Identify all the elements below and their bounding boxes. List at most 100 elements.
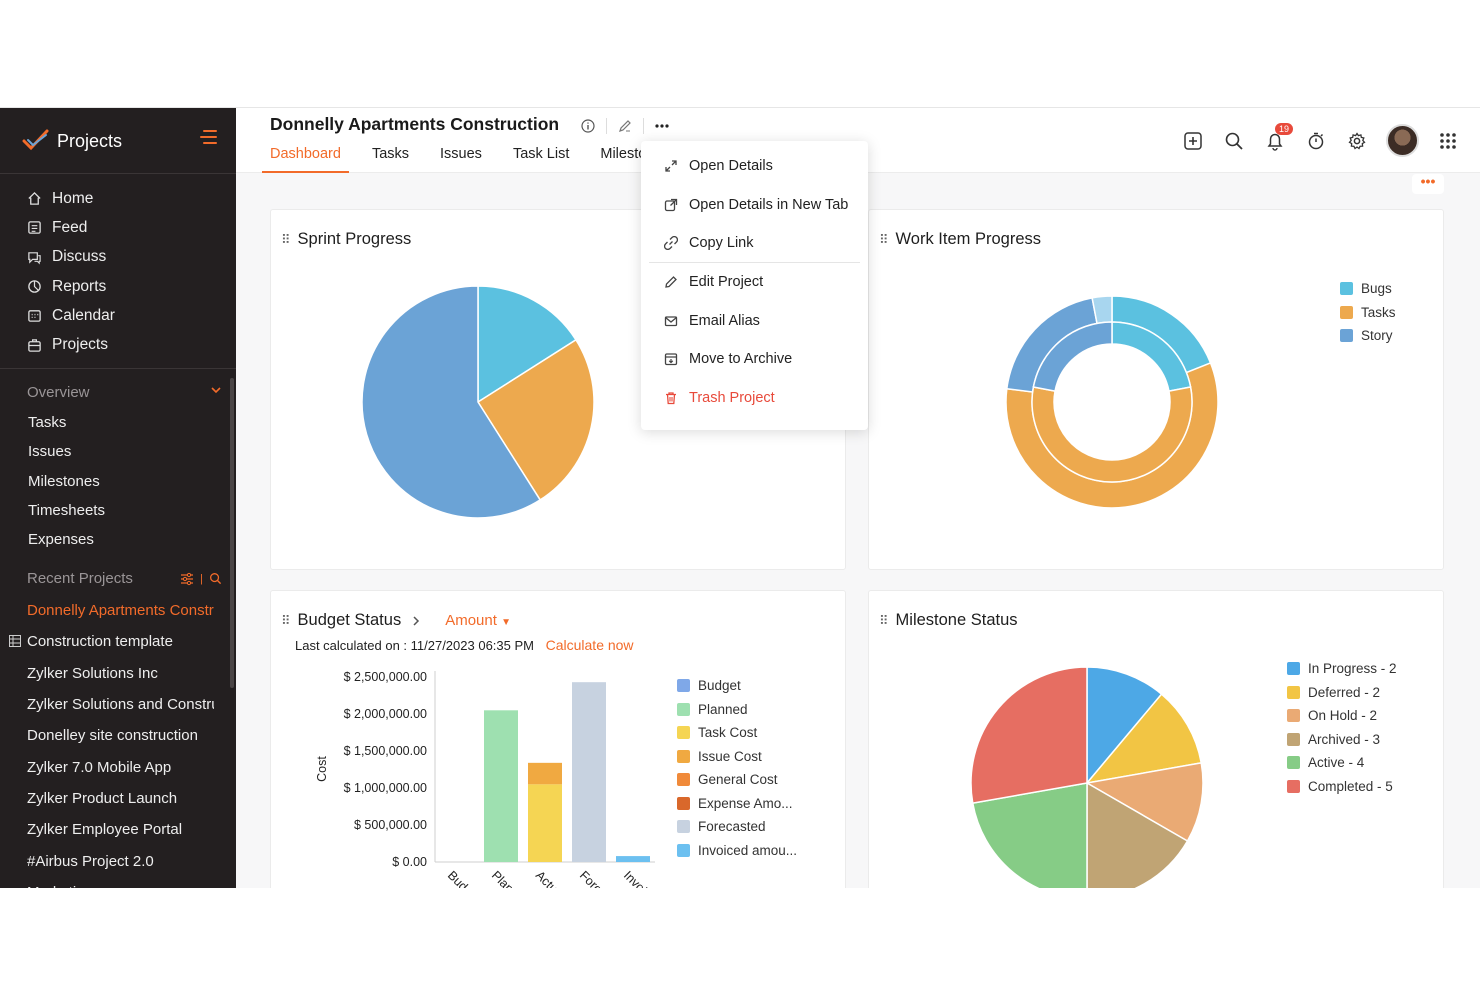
y-tick-label: $ 2,000,000.00 — [344, 707, 427, 721]
recent-project-item[interactable]: Construction template — [0, 626, 214, 657]
legend-label: Completed - 5 — [1308, 778, 1393, 794]
amount-dropdown[interactable]: Amount ▼ — [445, 612, 511, 629]
menu-item-open-details[interactable]: Open Details — [641, 147, 868, 185]
legend-item[interactable]: On Hold - 2 — [1287, 704, 1397, 728]
legend-label: Invoiced amou... — [698, 842, 798, 858]
bar[interactable] — [528, 784, 562, 862]
sidebar-item-discuss[interactable]: Discuss — [0, 243, 236, 272]
menu-item-edit-project[interactable]: Edit Project — [641, 263, 868, 301]
legend-item[interactable]: Planned — [677, 698, 797, 722]
legend-item[interactable]: In Progress - 2 — [1287, 657, 1397, 681]
overview-item-issues[interactable]: Issues — [28, 443, 72, 461]
drag-handle-icon[interactable]: ⠿ — [879, 612, 888, 628]
bar[interactable] — [616, 856, 650, 862]
sidebar-item-calendar[interactable]: Calendar — [0, 301, 236, 330]
donut-segment[interactable] — [1031, 386, 1193, 483]
pie-slice[interactable] — [971, 782, 1088, 888]
pie-slice[interactable] — [1086, 666, 1163, 786]
mail-icon — [663, 314, 679, 328]
legend-item[interactable]: Active - 4 — [1287, 751, 1397, 775]
search-icon[interactable] — [209, 572, 222, 585]
pie-slice[interactable] — [1084, 761, 1204, 843]
overview-header[interactable]: Overview — [27, 384, 222, 401]
sidebar-item-home[interactable]: Home — [0, 184, 236, 213]
legend-item[interactable]: Bugs — [1340, 277, 1396, 301]
notification-bell-icon[interactable]: 19 — [1263, 122, 1294, 153]
last-calculated-text: Last calculated on : 11/27/2023 06:35 PM — [295, 638, 534, 653]
calculate-now-link[interactable]: Calculate now — [545, 637, 634, 653]
drag-handle-icon[interactable]: ⠿ — [281, 612, 290, 628]
more-options-icon[interactable] — [652, 116, 672, 136]
header-actions: 19 — [1181, 122, 1460, 157]
recent-projects-label: Recent Projects — [27, 570, 133, 587]
pie-slice[interactable] — [1086, 781, 1189, 888]
recent-project-item[interactable]: Zylker Solutions and Construction — [27, 696, 214, 714]
add-icon[interactable] — [1181, 129, 1205, 153]
legend-item[interactable]: Invoiced amou... — [677, 839, 797, 863]
bar[interactable] — [484, 710, 518, 862]
pie-slice[interactable] — [1085, 693, 1203, 785]
pie-slice[interactable] — [477, 285, 577, 404]
drag-handle-icon[interactable]: ⠿ — [281, 231, 290, 247]
pie-slice[interactable] — [476, 338, 595, 501]
overview-item-expenses[interactable]: Expenses — [28, 531, 94, 549]
legend-item[interactable]: Forecasted — [677, 815, 797, 839]
recent-project-item[interactable]: #Airbus Project 2.0 — [27, 852, 154, 870]
drag-handle-icon[interactable]: ⠿ — [879, 231, 888, 247]
pie-slice[interactable] — [361, 285, 542, 519]
timer-icon[interactable] — [1304, 129, 1328, 153]
menu-item-open-new-tab[interactable]: Open Details in New Tab — [641, 185, 868, 223]
overview-item-tasks[interactable]: Tasks — [28, 414, 67, 432]
sidebar-item-projects[interactable]: Projects — [0, 330, 236, 359]
recent-project-item[interactable]: Zylker 7.0 Mobile App — [27, 758, 172, 776]
chevron-right-icon[interactable] — [409, 614, 423, 628]
chevron-down-icon[interactable] — [210, 384, 222, 396]
recent-project-item[interactable]: Donnelly Apartments Construction — [27, 602, 214, 620]
edit-icon[interactable] — [615, 116, 635, 136]
bar[interactable] — [572, 682, 606, 862]
legend-item[interactable]: Story — [1340, 324, 1396, 348]
calendar-icon — [26, 308, 42, 324]
legend-item[interactable]: Budget — [677, 674, 797, 698]
settings-gear-icon[interactable] — [1345, 129, 1369, 153]
recent-project-item[interactable]: Zylker Employee Portal — [27, 821, 183, 839]
search-icon[interactable] — [1222, 129, 1246, 153]
legend-item[interactable]: Tasks — [1340, 301, 1396, 325]
legend-item[interactable]: Deferred - 2 — [1287, 681, 1397, 705]
bar[interactable] — [528, 762, 562, 785]
overview-item-timesheets[interactable]: Timesheets — [28, 502, 105, 520]
donut-segment[interactable] — [1032, 321, 1113, 393]
legend-item[interactable]: General Cost — [677, 768, 797, 792]
legend-item[interactable]: Completed - 5 — [1287, 775, 1397, 799]
recent-project-item[interactable]: Zylker Product Launch — [27, 789, 178, 807]
tab-tasks[interactable]: Tasks — [371, 146, 410, 162]
apps-grid-icon[interactable] — [1436, 129, 1460, 153]
filter-icon[interactable] — [180, 572, 194, 586]
menu-item-move-archive[interactable]: Move to Archive — [641, 340, 868, 378]
recent-project-item[interactable]: Marketing — [0, 877, 214, 888]
pie-slice[interactable] — [970, 666, 1088, 805]
tab-issues[interactable]: Issues — [440, 146, 482, 162]
legend-item[interactable]: Archived - 3 — [1287, 728, 1397, 752]
menu-item-copy-link[interactable]: Copy Link — [641, 224, 868, 262]
sidebar-menu-icon[interactable] — [200, 130, 220, 148]
recent-project-item[interactable]: Zylker Solutions Inc — [27, 664, 158, 682]
legend-label: Active - 4 — [1308, 755, 1365, 771]
user-avatar[interactable] — [1386, 124, 1419, 157]
menu-item-email-alias[interactable]: Email Alias — [641, 302, 868, 340]
sidebar-scrollbar[interactable] — [230, 378, 234, 688]
tab-dashboard[interactable]: Dashboard — [262, 146, 349, 173]
sidebar-item-feed[interactable]: Feed — [0, 213, 236, 242]
dashboard-more-button[interactable]: ••• — [1412, 174, 1444, 194]
legend-item[interactable]: Task Cost — [677, 721, 797, 745]
info-icon[interactable] — [578, 116, 598, 136]
menu-item-trash-project[interactable]: Trash Project — [641, 378, 868, 416]
sidebar-item-label: Home — [52, 189, 94, 207]
overview-item-milestones[interactable]: Milestones — [28, 472, 100, 490]
milestone-legend: In Progress - 2 Deferred - 2 On Hold - 2 Ar… — [1287, 657, 1397, 798]
legend-item[interactable]: Expense Amo... — [677, 792, 797, 816]
recent-project-item[interactable]: Donelley site construction — [27, 727, 198, 745]
tab-task-list[interactable]: Task List — [512, 146, 570, 162]
legend-item[interactable]: Issue Cost — [677, 745, 797, 769]
sidebar-item-reports[interactable]: Reports — [0, 272, 236, 301]
